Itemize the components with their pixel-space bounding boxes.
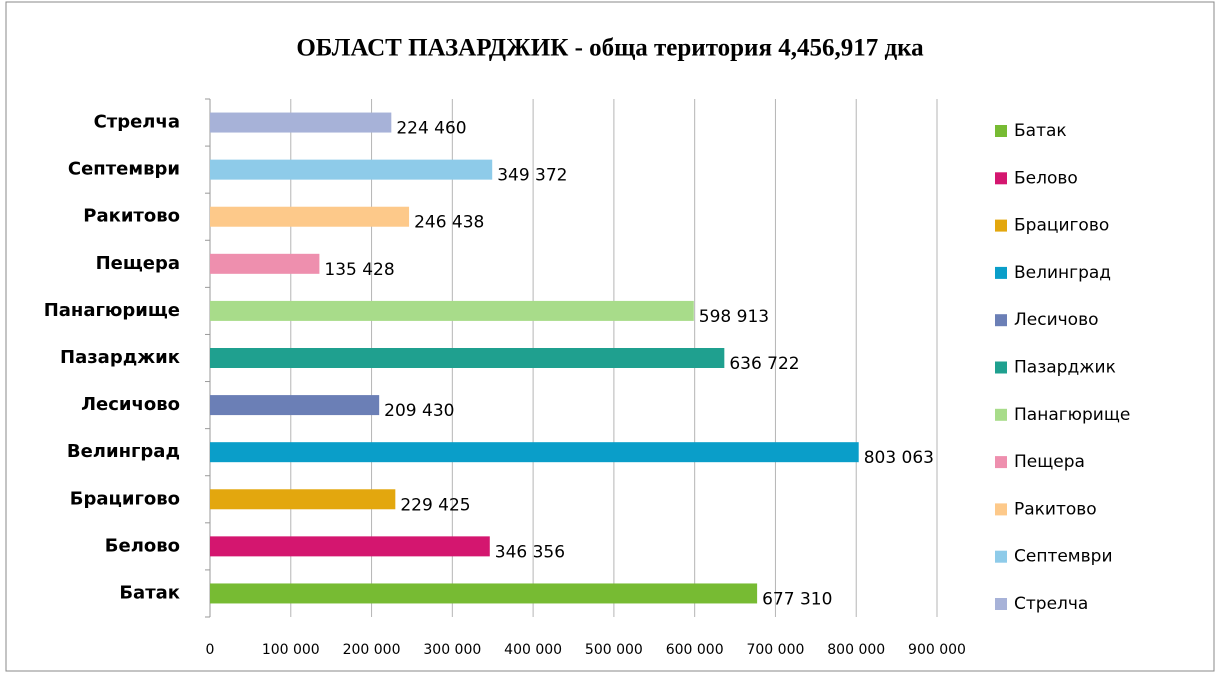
value-label: 346 356 [495, 542, 565, 562]
bar [210, 206, 410, 227]
legend-swatch [995, 456, 1007, 469]
legend-swatch [995, 266, 1007, 279]
legend-label: Панагюрище [1014, 405, 1130, 425]
legend-swatch [995, 408, 1007, 421]
bar [210, 583, 758, 604]
legend-label: Стрелча [1014, 594, 1088, 614]
x-tick-label: 400 000 [504, 642, 562, 658]
legend-swatch [995, 314, 1007, 327]
x-tick-label: 0 [206, 642, 215, 658]
value-label: 598 913 [699, 307, 769, 327]
legend-label: Велинград [1014, 263, 1111, 283]
y-tick-label: Лесичово [81, 394, 180, 415]
chart-title: ОБЛАСТ ПАЗАРДЖИК - обща територия 4,456,… [296, 35, 924, 62]
y-tick-label: Батак [119, 582, 180, 603]
x-tick-label: 200 000 [343, 642, 401, 658]
y-tick-label: Пазарджик [60, 347, 180, 368]
legend-swatch [995, 361, 1007, 374]
legend-swatch [995, 125, 1007, 137]
bar [210, 112, 392, 133]
value-label: 803 063 [864, 448, 934, 468]
value-label: 224 460 [396, 119, 466, 139]
y-tick-label: Панагюрище [44, 300, 180, 321]
legend-swatch [995, 598, 1007, 610]
bar [210, 442, 859, 463]
y-tick-label: Велинград [67, 441, 180, 462]
x-tick-label: 600 000 [666, 642, 724, 658]
y-tick-label: Ракитово [83, 206, 180, 227]
value-label: 135 428 [324, 260, 394, 280]
bar [210, 489, 396, 510]
value-label: 229 425 [400, 495, 470, 515]
x-tick-label: 100 000 [262, 642, 320, 658]
bar [210, 395, 380, 416]
bar [210, 253, 320, 274]
y-tick-label: Стрелча [94, 112, 180, 133]
x-tick-label: 300 000 [423, 642, 481, 658]
legend-label: Ракитово [1014, 499, 1097, 519]
legend-label: Пещера [1014, 452, 1085, 472]
legend-label: Батак [1014, 121, 1067, 141]
legend-swatch [995, 550, 1007, 563]
bar [210, 536, 490, 557]
legend-swatch [995, 219, 1007, 232]
bar [210, 159, 493, 180]
value-label: 677 310 [762, 589, 832, 609]
y-tick-label: Брацигово [70, 488, 180, 509]
chart-frame [5, 1, 1215, 672]
legend-label: Пазарджик [1014, 358, 1116, 378]
value-label: 349 372 [497, 166, 567, 186]
x-tick-label: 700 000 [746, 642, 804, 658]
legend-label: Белово [1014, 168, 1078, 188]
legend-swatch [995, 503, 1007, 516]
legend-swatch [995, 172, 1007, 185]
x-tick-label: 800 000 [827, 642, 885, 658]
y-tick-label: Белово [105, 535, 180, 556]
x-tick-label: 900 000 [908, 642, 966, 658]
y-tick-label: Пещера [96, 253, 180, 274]
value-label: 209 430 [384, 401, 454, 421]
x-tick-label: 500 000 [585, 642, 643, 658]
legend-label: Брацигово [1014, 216, 1109, 236]
y-tick-label: Септември [68, 159, 180, 180]
legend-label: Септември [1014, 547, 1113, 567]
bar [210, 348, 725, 368]
bar [210, 300, 694, 321]
value-label: 636 722 [729, 354, 799, 374]
legend-label: Лесичово [1014, 310, 1099, 330]
value-label: 246 438 [414, 213, 484, 233]
